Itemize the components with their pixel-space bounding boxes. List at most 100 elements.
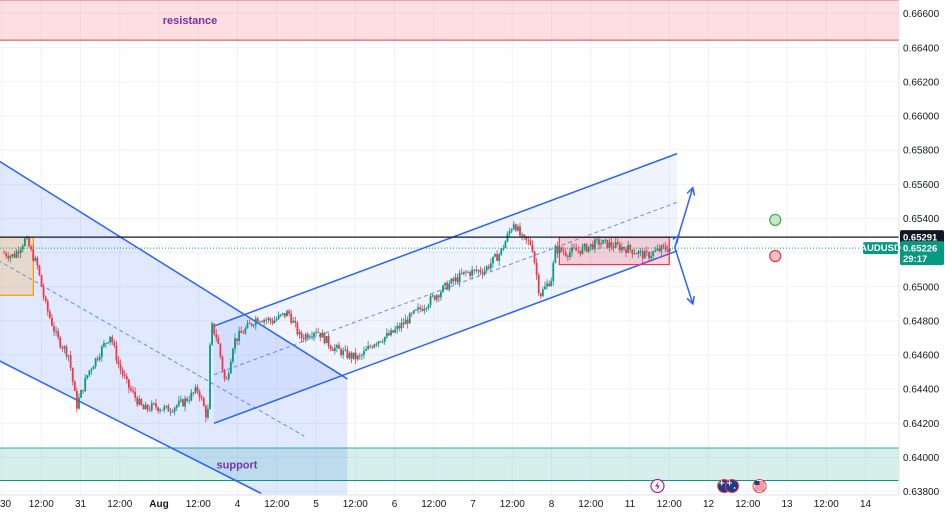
candle-body	[59, 337, 62, 348]
candle-body	[519, 226, 521, 236]
candle-body	[562, 251, 565, 253]
candle-body	[304, 334, 307, 340]
candle-body	[167, 405, 170, 412]
descending-channel-fill	[0, 161, 348, 495]
red-circle	[769, 249, 782, 263]
candle-body	[556, 246, 559, 254]
candle-body	[425, 308, 428, 309]
key-level-tag-text: 0.65291	[903, 233, 938, 244]
candle-body	[598, 239, 600, 245]
candle-body	[581, 246, 584, 254]
candle-body	[625, 249, 627, 253]
candle-body	[554, 246, 557, 263]
candle-body	[618, 244, 621, 251]
candle-body	[177, 400, 180, 406]
candle-body	[485, 266, 488, 271]
candle-body	[111, 336, 114, 343]
y-tick-label: 0.64800	[903, 316, 940, 327]
candle-body	[284, 313, 286, 317]
current-price-tag	[900, 241, 944, 266]
candle-body	[510, 229, 513, 232]
candle-body	[606, 239, 609, 248]
candle-body	[464, 271, 467, 273]
y-tick-label: 0.66000	[903, 112, 940, 123]
candle-body	[36, 257, 39, 266]
x-tick-label: 12:00	[186, 499, 211, 510]
symbol-tag	[863, 242, 898, 255]
candle-body	[127, 379, 130, 389]
candle-body	[377, 341, 380, 344]
candle-body	[338, 345, 340, 349]
candle-body	[535, 262, 538, 275]
candle-body	[645, 251, 648, 253]
candle-body	[504, 241, 507, 248]
candle-body	[383, 336, 386, 342]
candle-body	[650, 255, 652, 258]
candle-body	[152, 403, 155, 405]
candle-body	[483, 270, 486, 274]
candle-body	[340, 348, 342, 356]
candle-body	[69, 355, 72, 368]
candle-body	[448, 283, 451, 290]
candle-body	[148, 409, 151, 411]
x-tick-label: 6	[392, 499, 398, 510]
candle-body	[496, 254, 498, 261]
candle-body	[481, 272, 484, 274]
candle-body	[254, 318, 257, 326]
countdown-text: 29:17	[903, 254, 927, 265]
ascending-channel-median	[213, 201, 678, 376]
candle-body	[248, 323, 251, 324]
candle-body	[419, 307, 422, 310]
candle-body	[250, 323, 253, 326]
candle-body	[252, 325, 255, 326]
y-tick-label: 0.66400	[903, 43, 940, 54]
candle-body	[321, 332, 324, 338]
candle-body	[323, 332, 326, 344]
candle-body	[232, 349, 234, 362]
candle-body	[100, 346, 103, 357]
candle-body	[236, 338, 238, 341]
candle-body	[371, 346, 374, 348]
candle-body	[134, 391, 137, 398]
candle-body	[290, 313, 293, 323]
candle-body	[546, 283, 548, 287]
candle-body	[600, 243, 603, 245]
candle-body	[48, 311, 51, 318]
candle-body	[596, 239, 598, 241]
x-tick-label: 31	[75, 499, 87, 510]
current-price-tag-text: 0.65226	[903, 244, 937, 255]
candle-body	[521, 234, 523, 236]
symbol-tag-text: AUDUSD	[860, 243, 901, 254]
candle-body	[388, 332, 390, 336]
candle-body	[155, 403, 157, 408]
candle-body	[175, 405, 178, 408]
candle-body	[182, 399, 184, 407]
candle-body	[107, 342, 109, 344]
candle-body	[452, 278, 455, 282]
candle-body	[469, 271, 471, 276]
candle-body	[46, 301, 49, 312]
candle-body	[121, 369, 124, 375]
y-tick-label: 0.64000	[903, 453, 940, 464]
candle-body	[281, 313, 284, 315]
candle-body	[668, 247, 671, 252]
candle-body	[184, 398, 186, 407]
candle-body	[65, 346, 68, 357]
candle-body	[329, 345, 332, 349]
candle-body	[558, 247, 561, 254]
y-tick-label: 0.66600	[903, 9, 940, 20]
ascending-channel-upper	[213, 152, 678, 327]
candle-body	[267, 318, 270, 320]
x-tick-label: Aug	[149, 499, 168, 510]
candle-body	[423, 308, 426, 311]
candle-body	[132, 390, 134, 392]
candle-body	[358, 355, 361, 357]
candle-body	[30, 246, 33, 250]
candle-body	[462, 271, 465, 274]
candle-body	[223, 369, 226, 379]
candle-body	[209, 344, 211, 410]
candle-body	[639, 250, 642, 252]
candle-body	[221, 356, 224, 370]
flag-canton	[754, 481, 760, 485]
candle-body	[200, 397, 203, 399]
